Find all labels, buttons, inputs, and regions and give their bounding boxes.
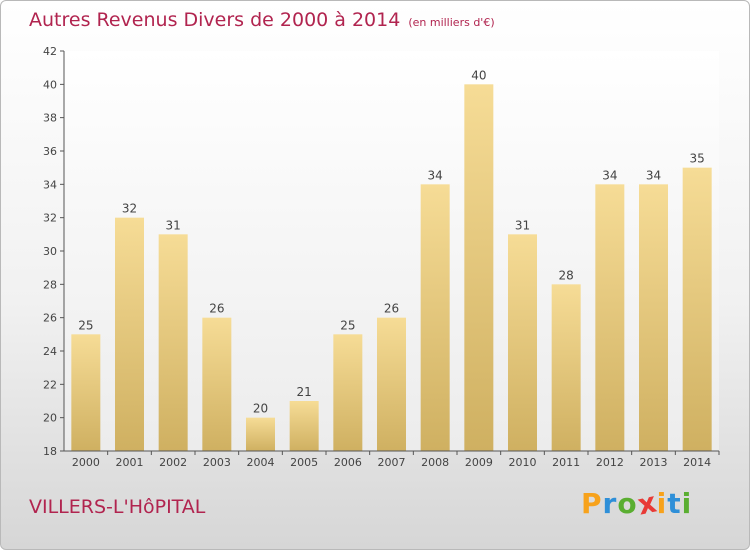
brand-letter: i — [656, 487, 668, 520]
bar — [289, 401, 319, 451]
x-tick-label: 2012 — [596, 456, 624, 469]
bar — [333, 334, 363, 451]
y-tick-label: 22 — [43, 378, 57, 391]
x-tick-label: 2008 — [421, 456, 449, 469]
x-tick-label: 2009 — [465, 456, 493, 469]
brand-logo: Proxiti — [581, 485, 693, 521]
data-label: 28 — [559, 268, 574, 282]
data-label: 21 — [297, 385, 312, 399]
y-tick-label: 24 — [43, 345, 57, 358]
data-label: 26 — [384, 302, 399, 316]
brand-letter: o — [617, 487, 638, 520]
data-label: 31 — [515, 218, 530, 232]
data-label: 20 — [253, 402, 268, 416]
x-tick-label: 2003 — [203, 456, 231, 469]
data-label: 32 — [122, 202, 137, 216]
bar — [246, 417, 275, 451]
y-tick-label: 42 — [43, 45, 57, 58]
axes: 18 20 22 24 26 28 30 32 34 36 38 40 42 2000 2001 2002 20… — [43, 45, 720, 469]
x-tick-label: 2007 — [378, 456, 406, 469]
y-tick-label: 36 — [43, 145, 57, 158]
bar — [639, 184, 668, 452]
location-name: VILLERS-L'HôPITAL — [29, 496, 206, 518]
x-tick-label: 2013 — [640, 456, 668, 469]
x-tick-label: 2010 — [509, 456, 537, 469]
x-tick-label: 2014 — [683, 456, 711, 469]
brand-letter: P — [581, 487, 603, 520]
x-tick-label: 2006 — [334, 456, 362, 469]
bar — [682, 167, 712, 451]
title-text: Autres Revenus Divers de 2000 à 2014 — [29, 9, 401, 31]
y-tick-label: 34 — [43, 178, 57, 191]
x-tick-label: 2011 — [552, 456, 580, 469]
brand-letter: i — [681, 487, 693, 520]
x-tick-label: 2000 — [72, 456, 100, 469]
x-tick-label: 2002 — [159, 456, 187, 469]
bar — [508, 234, 537, 451]
data-label: 26 — [209, 302, 224, 316]
data-label: 34 — [602, 168, 617, 182]
y-tick-label: 38 — [43, 112, 57, 125]
y-tick-label: 28 — [43, 278, 57, 291]
bar — [551, 284, 581, 451]
unit-note: (en milliers d'€) — [408, 16, 495, 29]
bars: 25 32 31 26 20 21 25 26 34 40 31 28 34 34 35 — [71, 68, 712, 452]
y-tick-label: 32 — [43, 212, 57, 225]
data-label: 31 — [166, 218, 181, 232]
data-label: 34 — [428, 168, 443, 182]
bar — [202, 317, 232, 451]
x-tick-label: 2005 — [290, 456, 318, 469]
bar — [115, 217, 144, 451]
brand-letter: r — [602, 487, 618, 520]
data-label: 35 — [690, 152, 705, 166]
data-label: 40 — [471, 68, 486, 82]
data-label: 25 — [340, 318, 355, 332]
bar — [158, 234, 188, 451]
y-tick-label: 20 — [43, 412, 57, 425]
bar — [464, 84, 494, 451]
bar — [71, 334, 101, 451]
y-tick-label: 30 — [43, 245, 57, 258]
y-tick-label: 18 — [43, 445, 57, 458]
bar — [420, 184, 450, 452]
chart-title: Autres Revenus Divers de 2000 à 2014 (en … — [29, 9, 495, 31]
bar — [377, 317, 406, 451]
bar — [595, 184, 625, 452]
x-tick-label: 2001 — [116, 456, 144, 469]
y-tick-label: 26 — [43, 312, 57, 325]
data-label: 34 — [646, 168, 661, 182]
y-tick-label: 40 — [43, 78, 57, 91]
brand-letter: t — [667, 487, 682, 520]
x-tick-label: 2004 — [247, 456, 275, 469]
data-label: 25 — [78, 318, 93, 332]
